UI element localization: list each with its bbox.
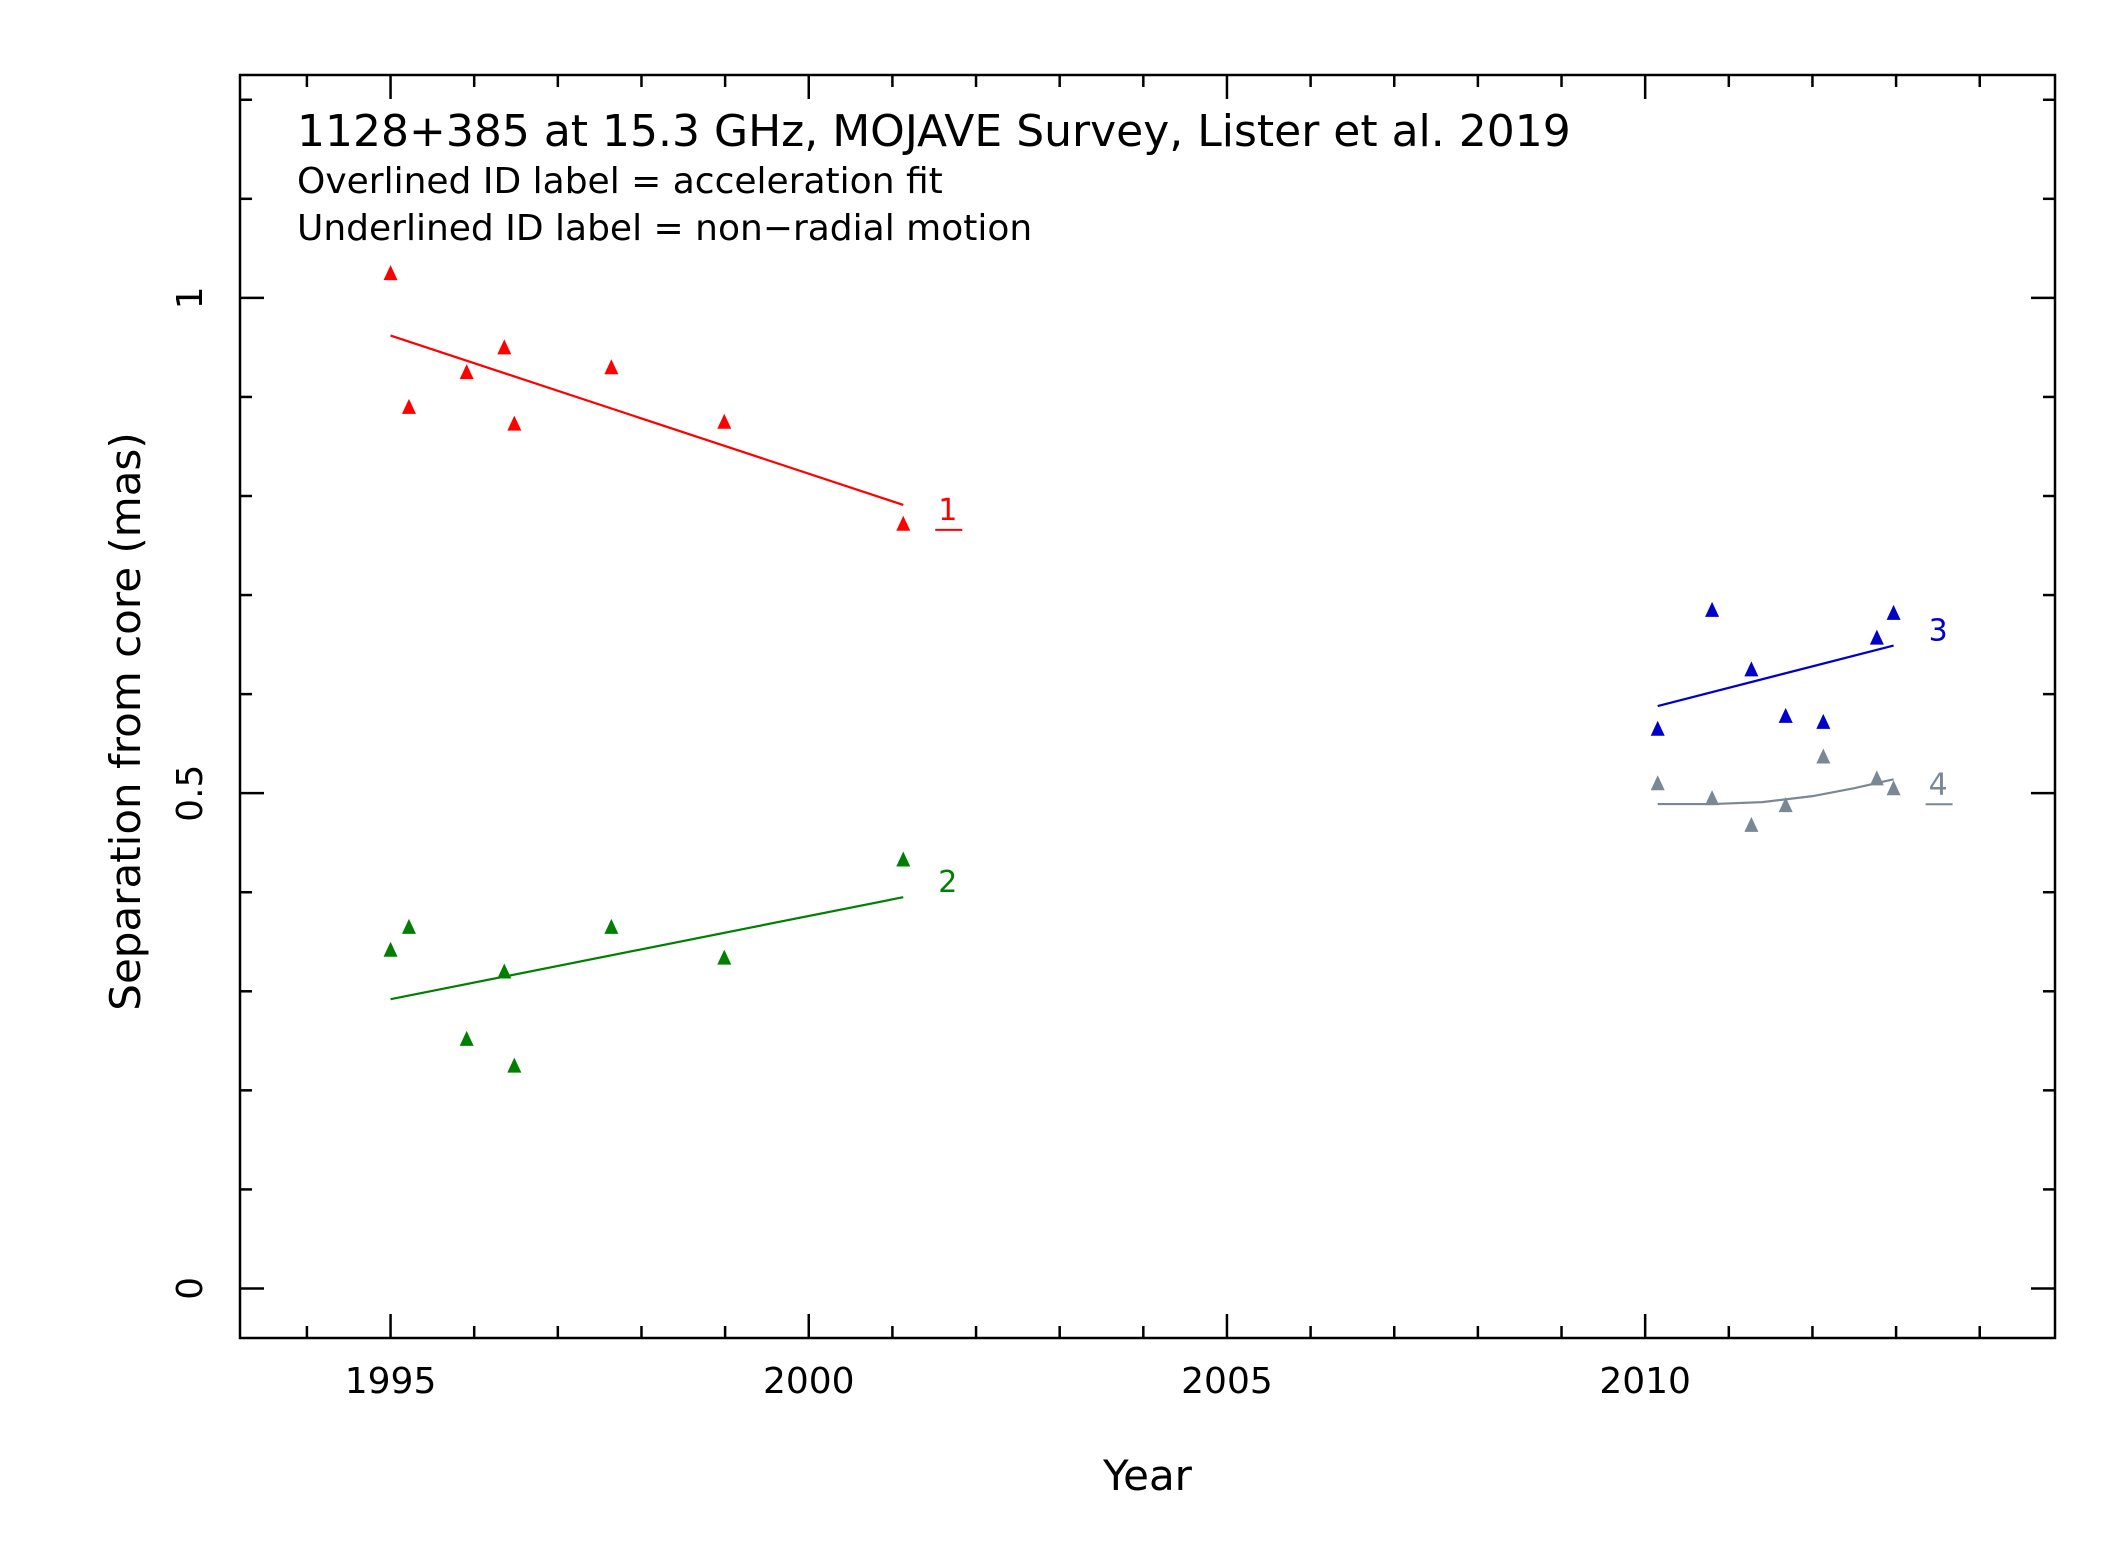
data-point xyxy=(1744,816,1759,832)
series-3: 3 xyxy=(1650,601,1948,736)
axis-tick-labels: 1995 2000 2005 2010 0 0.5 1 xyxy=(170,286,1691,1402)
x-tick-label: 2010 xyxy=(1599,1361,1691,1402)
x-axis-label: Year xyxy=(1102,1451,1193,1500)
data-point xyxy=(1778,797,1793,813)
annotation-overlined: Overlined ID label = acceleration fit xyxy=(297,161,943,202)
data-point xyxy=(497,963,512,979)
series-id-label: 1 xyxy=(938,493,957,528)
series-layer: 1 2 3 4 xyxy=(383,265,1953,1073)
y-tick-label: 0 xyxy=(170,1277,211,1300)
data-point xyxy=(459,364,474,380)
data-point xyxy=(1886,780,1901,796)
y-tick-label: 1 xyxy=(170,286,211,309)
data-point xyxy=(1869,770,1884,786)
annotation-underlined: Underlined ID label = non−radial motion xyxy=(297,208,1032,249)
series-1: 1 xyxy=(383,265,963,531)
x-tick-label: 2005 xyxy=(1181,1361,1273,1402)
data-point xyxy=(383,941,398,957)
data-point xyxy=(507,1057,522,1073)
y-axis-label: Separation from core (mas) xyxy=(101,432,150,1010)
x-tick-label: 2000 xyxy=(763,1361,855,1402)
data-point xyxy=(1705,601,1720,617)
y-tick-label: 0.5 xyxy=(170,765,211,822)
data-point xyxy=(459,1030,474,1046)
x-tick-label: 1995 xyxy=(345,1361,437,1402)
axis-ticks xyxy=(240,75,2055,1338)
data-point xyxy=(1886,604,1901,620)
data-point xyxy=(1650,720,1665,736)
data-point xyxy=(896,851,911,867)
data-point xyxy=(401,398,416,414)
plot-frame xyxy=(238,73,2057,1340)
data-point xyxy=(604,918,619,934)
data-point xyxy=(401,918,416,934)
chart-title: 1128+385 at 15.3 GHz, MOJAVE Survey, Lis… xyxy=(297,106,1571,157)
fit-line-1 xyxy=(390,334,904,506)
data-point xyxy=(507,415,522,431)
fit-line-4 xyxy=(1657,778,1894,806)
series-id-label: 2 xyxy=(938,865,957,900)
data-point xyxy=(1816,713,1831,729)
data-point xyxy=(1869,629,1884,645)
data-point xyxy=(1744,661,1759,677)
series-4: 4 xyxy=(1650,748,1953,832)
data-point xyxy=(1650,775,1665,791)
fit-line-2 xyxy=(390,896,904,1001)
series-id-label: 3 xyxy=(1929,614,1948,649)
data-point xyxy=(1778,707,1793,723)
series-2: 2 xyxy=(383,851,957,1073)
series-id-label: 4 xyxy=(1929,767,1948,802)
data-point xyxy=(497,339,512,355)
data-point xyxy=(717,413,732,429)
data-point xyxy=(1816,748,1831,764)
data-point xyxy=(604,359,619,375)
data-point xyxy=(717,949,732,965)
fit-line-3 xyxy=(1657,644,1894,708)
data-point xyxy=(896,515,911,531)
data-point xyxy=(383,265,398,281)
data-point xyxy=(1705,790,1720,806)
